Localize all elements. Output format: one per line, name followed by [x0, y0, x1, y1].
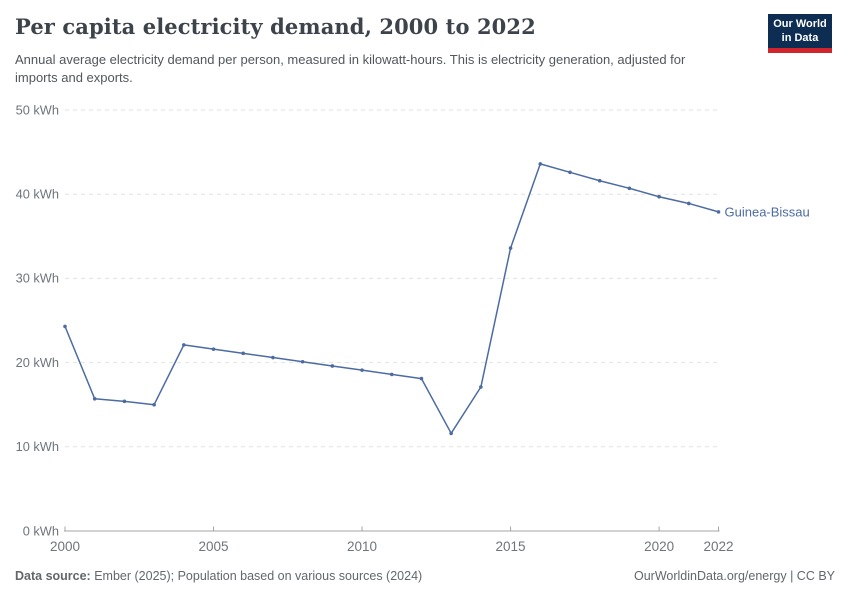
x-axis-tick-label: 2022	[703, 539, 733, 554]
owid-logo-line2: in Data	[781, 31, 819, 44]
y-axis-tick-label: 20 kWh	[16, 355, 59, 370]
series-entity-label: Guinea-Bissau	[725, 204, 810, 219]
data-source-label: Data source:	[15, 569, 91, 583]
data-point	[182, 343, 186, 347]
data-point	[63, 324, 67, 329]
data-point	[271, 355, 275, 360]
gridlines-group	[65, 109, 719, 448]
data-source-note: Data source: Ember (2025); Population ba…	[15, 569, 422, 583]
x-axis-tick-label: 2010	[347, 539, 377, 554]
data-point	[508, 246, 513, 250]
y-axis-tick-label: 40 kWh	[16, 187, 59, 202]
data-point	[716, 210, 721, 214]
data-point	[686, 201, 691, 206]
data-point	[122, 399, 127, 404]
series-group	[63, 162, 721, 436]
y-axis-tick-label: 30 kWh	[16, 271, 59, 286]
page-title: Per capita electricity demand, 2000 to 2…	[15, 14, 536, 39]
y-axis-tick-label: 50 kWh	[16, 102, 59, 117]
x-axis-tick-label: 2015	[496, 539, 526, 554]
y-axis-tick-label: 0 kWh	[23, 523, 59, 538]
owid-logo[interactable]: Our World in Data	[768, 14, 832, 53]
x-axis-tick-label: 2005	[198, 539, 228, 554]
data-point	[657, 194, 661, 199]
data-point	[449, 431, 453, 436]
data-point	[152, 402, 156, 407]
chart-subtitle: Annual average electricity demand per pe…	[15, 52, 686, 85]
data-source-text: Ember (2025); Population based on variou…	[94, 569, 423, 583]
data-point	[389, 372, 394, 377]
credit-link[interactable]: OurWorldinData.org/energy | CC BY	[633, 569, 835, 583]
data-point	[597, 178, 602, 183]
x-axis-tick-label: 2000	[50, 539, 80, 554]
x-axis-group: 2000 2005 2010 2015 2020 2022	[50, 526, 734, 554]
data-point	[211, 347, 216, 351]
data-point	[419, 376, 424, 381]
data-point	[479, 385, 483, 389]
x-axis-tick-label: 2020	[644, 539, 674, 554]
data-point	[627, 186, 632, 191]
data-point	[568, 170, 572, 175]
data-point	[538, 162, 543, 166]
series-line	[64, 163, 720, 435]
data-point	[360, 368, 364, 372]
owid-logo-line1: Our World	[773, 18, 827, 30]
data-point	[330, 364, 335, 368]
y-axis-labels-group: 0 kWh 10 kWh 20 kWh 30 kWh 40 kWh 50 kWh	[16, 102, 59, 538]
data-point	[241, 351, 246, 356]
y-axis-tick-label: 10 kWh	[16, 439, 59, 454]
data-point	[92, 397, 97, 401]
data-point	[300, 359, 305, 364]
